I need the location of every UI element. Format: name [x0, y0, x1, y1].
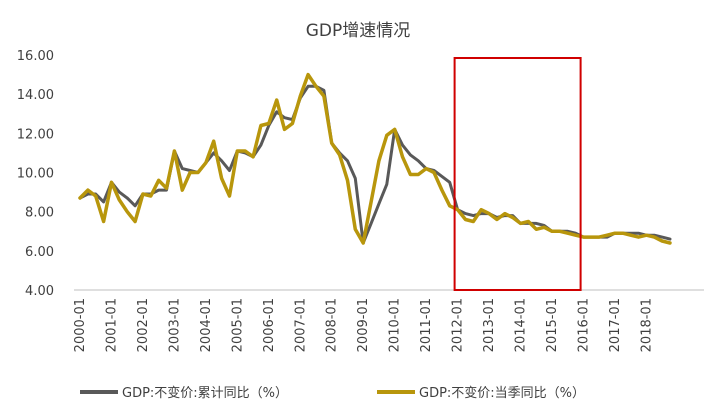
- x-tick-label: 2002-01: [136, 298, 151, 352]
- legend-label-1: GDP:不变价:累计同比（%）: [122, 385, 288, 401]
- x-tick-label: 2008-01: [325, 298, 340, 352]
- y-tick-label: 10.00: [17, 167, 54, 182]
- y-tick-label: 12.00: [17, 127, 54, 142]
- highlight-box: [453, 57, 582, 291]
- series-line-1: [78, 84, 672, 245]
- legend-label-2: GDP:不变价:当季同比（%）: [419, 385, 585, 401]
- x-tick-label: 2009-01: [356, 298, 371, 352]
- series-line-2: [78, 72, 672, 245]
- x-tick-label: 2010-01: [388, 298, 403, 352]
- x-tick-label: 2005-01: [230, 298, 245, 352]
- x-tick-label: 2015-01: [545, 298, 560, 352]
- x-tick-label: 2004-01: [199, 298, 214, 352]
- y-tick-label: 16.00: [17, 49, 54, 64]
- x-tick-label: 2013-01: [482, 298, 497, 352]
- x-tick-label: 2016-01: [576, 298, 591, 352]
- y-tick-label: 6.00: [25, 245, 54, 260]
- x-tick-label: 2011-01: [419, 298, 434, 352]
- x-tick-label: 2006-01: [262, 298, 277, 352]
- x-tick-label: 2003-01: [167, 298, 182, 352]
- x-tick-label: 2012-01: [451, 298, 466, 352]
- x-tick-label: 2007-01: [293, 298, 308, 352]
- y-tick-label: 8.00: [25, 206, 54, 221]
- x-tick-label: 2018-01: [639, 298, 654, 352]
- x-tick-label: 2001-01: [104, 298, 119, 352]
- x-tick-label: 2014-01: [514, 298, 529, 352]
- x-tick-label: 2017-01: [608, 298, 623, 352]
- x-tick-label: 2000-01: [73, 298, 88, 352]
- chart-title: GDP增速情况: [306, 21, 411, 41]
- y-tick-label: 4.00: [25, 284, 54, 299]
- y-tick-label: 14.00: [17, 88, 54, 103]
